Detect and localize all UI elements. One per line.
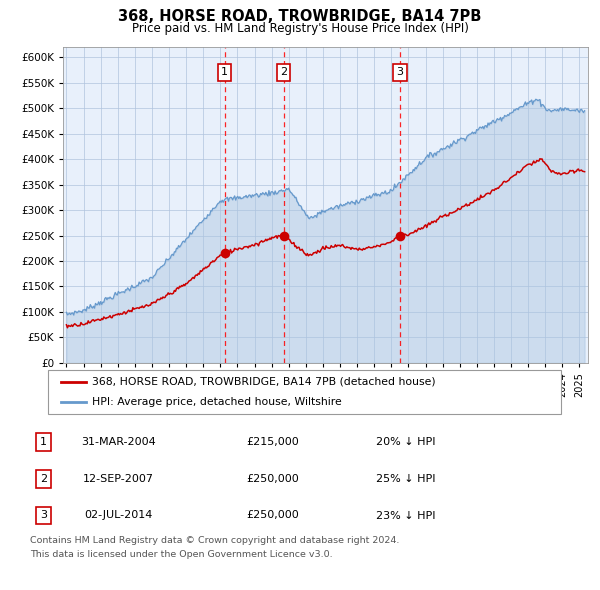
Text: This data is licensed under the Open Government Licence v3.0.: This data is licensed under the Open Gov… xyxy=(30,550,332,559)
Text: 2: 2 xyxy=(40,474,47,484)
Text: £250,000: £250,000 xyxy=(247,474,299,484)
Text: 12-SEP-2007: 12-SEP-2007 xyxy=(83,474,154,484)
Text: HPI: Average price, detached house, Wiltshire: HPI: Average price, detached house, Wilt… xyxy=(92,397,341,407)
Text: 368, HORSE ROAD, TROWBRIDGE, BA14 7PB (detached house): 368, HORSE ROAD, TROWBRIDGE, BA14 7PB (d… xyxy=(92,377,435,387)
Text: 20% ↓ HPI: 20% ↓ HPI xyxy=(376,437,435,447)
Text: 3: 3 xyxy=(397,67,403,77)
Text: 25% ↓ HPI: 25% ↓ HPI xyxy=(376,474,435,484)
Text: £215,000: £215,000 xyxy=(247,437,299,447)
Text: £250,000: £250,000 xyxy=(247,510,299,520)
Text: Contains HM Land Registry data © Crown copyright and database right 2024.: Contains HM Land Registry data © Crown c… xyxy=(30,536,400,545)
Text: 23% ↓ HPI: 23% ↓ HPI xyxy=(376,510,435,520)
Text: 1: 1 xyxy=(221,67,228,77)
Text: 31-MAR-2004: 31-MAR-2004 xyxy=(81,437,155,447)
Text: 02-JUL-2014: 02-JUL-2014 xyxy=(84,510,152,520)
Text: 3: 3 xyxy=(40,510,47,520)
Text: 368, HORSE ROAD, TROWBRIDGE, BA14 7PB: 368, HORSE ROAD, TROWBRIDGE, BA14 7PB xyxy=(118,9,482,24)
Text: 1: 1 xyxy=(40,437,47,447)
Text: 2: 2 xyxy=(280,67,287,77)
Text: Price paid vs. HM Land Registry's House Price Index (HPI): Price paid vs. HM Land Registry's House … xyxy=(131,22,469,35)
FancyBboxPatch shape xyxy=(48,370,561,414)
